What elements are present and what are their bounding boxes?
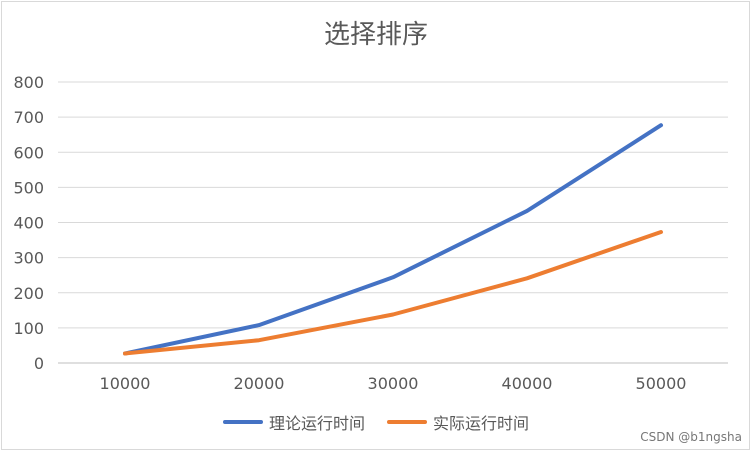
y-tick-label: 700 — [13, 108, 44, 127]
x-tick-label: 30000 — [368, 374, 419, 393]
y-tick-label: 800 — [13, 73, 44, 92]
series-line-0 — [123, 123, 663, 356]
legend-swatch-series-0 — [222, 420, 263, 424]
x-tick-label: 40000 — [502, 374, 553, 393]
x-tick-label: 50000 — [636, 374, 687, 393]
x-tick-label: 20000 — [234, 374, 285, 393]
y-tick-label: 600 — [13, 143, 44, 162]
y-tick-label: 300 — [13, 249, 44, 268]
chart-title: 选择排序 — [323, 20, 428, 50]
series-line-1 — [123, 230, 663, 356]
legend: 理论运行时间 实际运行时间 — [0, 410, 752, 434]
legend-label-series-1: 实际运行时间 — [433, 414, 530, 433]
legend-label-series-0: 理论运行时间 — [268, 414, 365, 433]
legend-item-series-1: 实际运行时间 — [387, 410, 529, 434]
y-tick-label: 0 — [34, 354, 44, 373]
watermark: CSDN @b1ngsha — [640, 430, 742, 444]
y-tick-label: 500 — [13, 178, 44, 197]
legend-swatch-series-1 — [387, 420, 427, 424]
y-tick-label: 400 — [13, 214, 44, 233]
y-tick-label: 200 — [13, 284, 44, 303]
x-tick-label: 10000 — [100, 374, 151, 393]
legend-item-series-0: 理论运行时间 — [222, 410, 365, 434]
y-tick-label: 100 — [13, 319, 44, 338]
